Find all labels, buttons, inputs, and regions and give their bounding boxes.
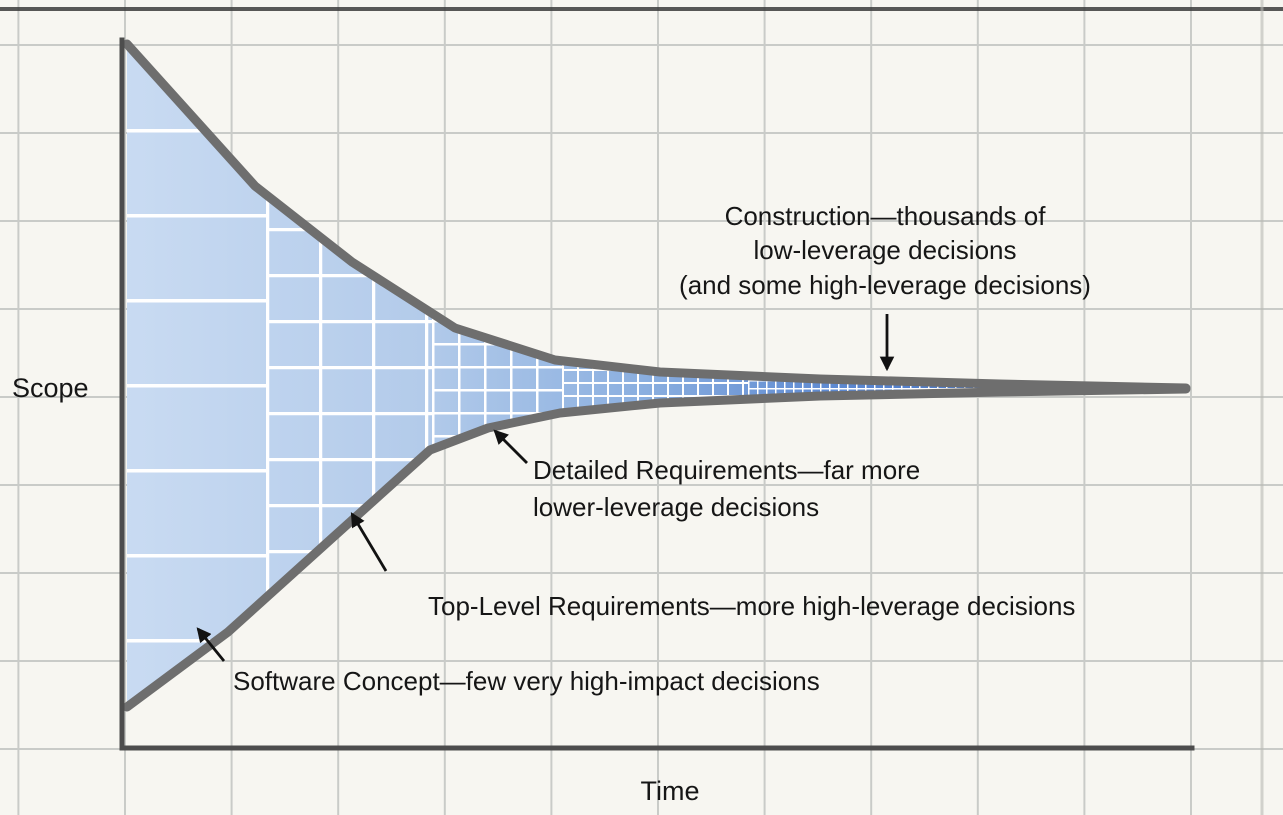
axes [119,37,1195,751]
annotation-detailed-requirements: Detailed Requirements—far more lower-lev… [533,455,921,522]
y-axis-label: Scope [12,373,89,403]
annotation-top-level-requirements: Top-Level Requirements—more high-leverag… [428,591,1076,621]
top-level-requirements-arrow [350,512,388,572]
annotation-arrows [196,314,895,662]
annotation-software-concept: Software Concept—few very high-impact de… [233,666,820,696]
software-concept-arrow [196,627,226,662]
annotation-construction: Construction—thousands of low-leverage d… [679,201,1091,300]
x-axis-label: Time [640,776,700,806]
funnel-top-edge [122,39,1191,393]
funnel-bottom-edge [122,384,1191,712]
detailed-requirements-arrow [493,429,528,464]
